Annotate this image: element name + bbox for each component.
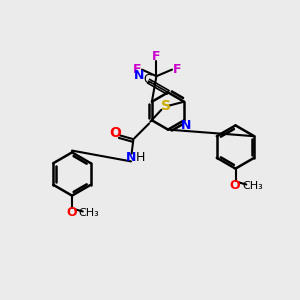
Text: O: O	[109, 126, 121, 140]
Text: N: N	[126, 151, 136, 164]
Text: CH₃: CH₃	[242, 181, 263, 191]
Text: CH₃: CH₃	[79, 208, 100, 218]
Text: F: F	[173, 63, 181, 76]
Text: N: N	[134, 69, 144, 82]
Text: N: N	[180, 119, 191, 132]
Text: F: F	[152, 50, 160, 63]
Text: O: O	[66, 206, 77, 219]
Text: S: S	[160, 99, 170, 113]
Text: C: C	[143, 74, 151, 86]
Text: O: O	[230, 178, 240, 192]
Text: H: H	[135, 151, 145, 164]
Text: F: F	[133, 63, 141, 76]
